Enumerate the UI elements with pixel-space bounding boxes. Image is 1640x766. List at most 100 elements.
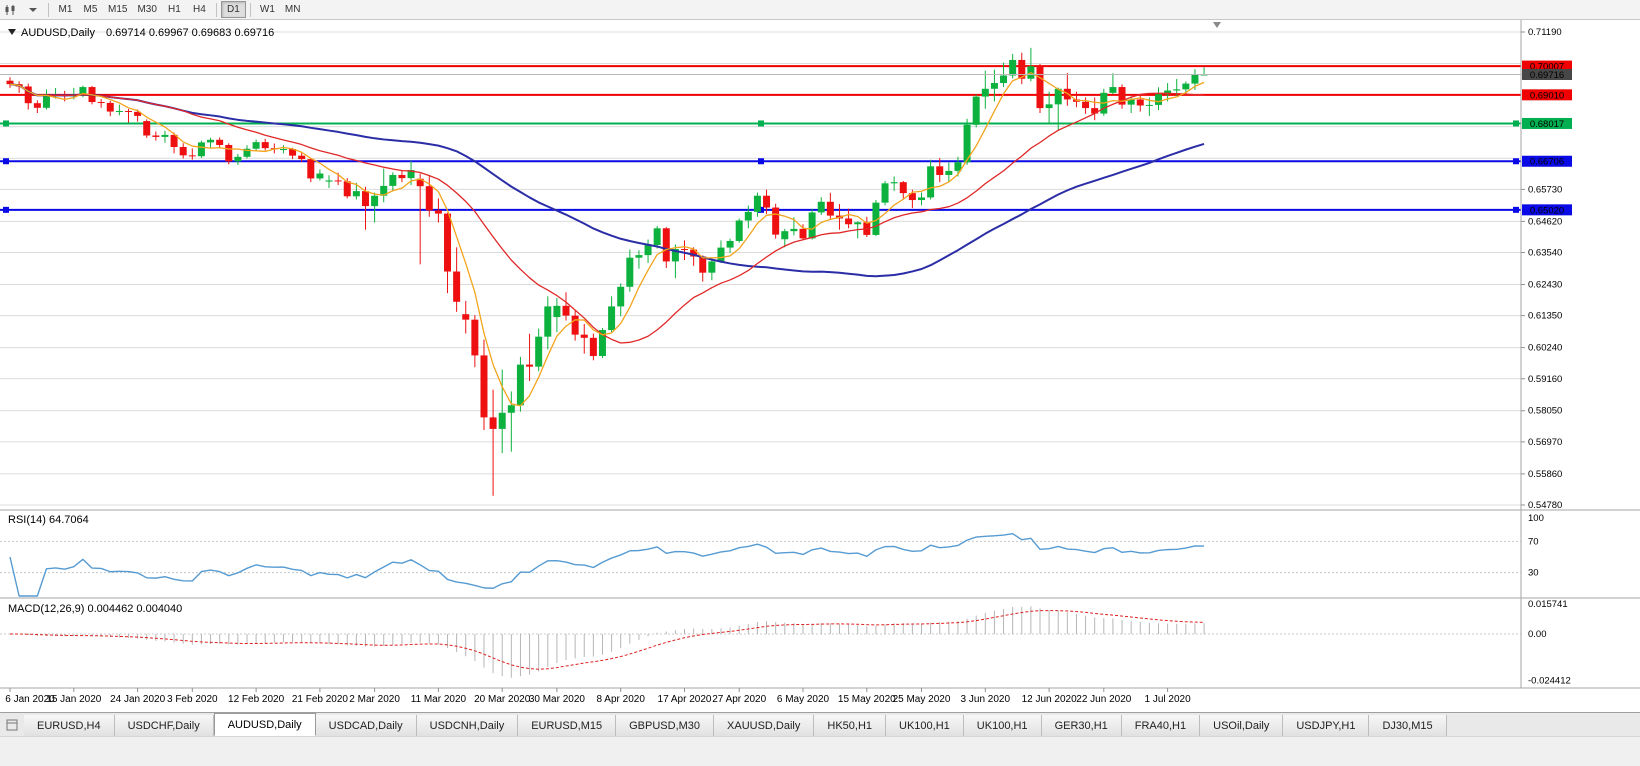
line-drag-handle[interactable] — [758, 120, 764, 127]
line-drag-handle[interactable] — [1513, 158, 1519, 165]
candle-body — [763, 195, 771, 208]
timeframe-button-mn[interactable]: MN — [284, 4, 301, 15]
timeframe-button-m30[interactable]: M30 — [137, 4, 157, 15]
candle-body — [444, 213, 452, 272]
price-axis-label: 0.60240 — [1528, 343, 1562, 354]
price-badge-value: 0.66706 — [1530, 157, 1564, 168]
candle-body — [690, 249, 698, 257]
date-axis-label[interactable]: 6 May 2020 — [777, 694, 830, 705]
candle-body — [781, 231, 789, 240]
chart-title: AUDUSD,Daily — [21, 27, 95, 39]
candle-body — [216, 139, 224, 145]
line-drag-handle[interactable] — [3, 158, 9, 165]
candle-body — [343, 181, 351, 197]
date-axis-label[interactable]: 25 May 2020 — [893, 694, 951, 705]
chart-tab-xauusd-daily[interactable]: XAUUSD,Daily — [714, 715, 815, 736]
chart-tab-uk100-h1[interactable]: UK100,H1 — [886, 715, 964, 736]
candle-body — [289, 149, 297, 156]
price-axis-label: 0.62430 — [1528, 279, 1562, 290]
candle-body — [489, 417, 497, 429]
chart-window-icon[interactable] — [0, 2, 22, 18]
chart-tab-gbpusd-m30[interactable]: GBPUSD,M30 — [616, 715, 715, 736]
chart-tab-dj30-m15[interactable]: DJ30,M15 — [1369, 715, 1447, 736]
timeframe-button-w1[interactable]: W1 — [259, 4, 275, 15]
timeframe-button-m1[interactable]: M1 — [58, 4, 73, 15]
ma-slow-line — [9, 83, 1205, 278]
chart-tab-eurusd-m15[interactable]: EURUSD,M15 — [518, 715, 617, 736]
chart-tab-usoil-daily[interactable]: USOil,Daily — [1200, 715, 1284, 736]
price-badge — [1522, 155, 1572, 167]
candle-body — [389, 174, 397, 186]
candle-body — [945, 170, 953, 175]
candle-body — [963, 124, 971, 163]
candle-body — [197, 142, 205, 157]
date-axis-label[interactable]: 8 Apr 2020 — [597, 694, 646, 705]
date-axis-label[interactable]: 15 Jan 2020 — [46, 694, 101, 705]
chart-tab-usdcnh-daily[interactable]: USDCNH,Daily — [416, 715, 519, 736]
date-axis-label[interactable]: 30 Mar 2020 — [529, 694, 586, 705]
date-axis-label[interactable]: 1 Jul 2020 — [1145, 694, 1192, 705]
chart-tab-uk100-h1[interactable]: UK100,H1 — [963, 715, 1042, 736]
line-drag-handle[interactable] — [3, 206, 9, 213]
date-axis-label[interactable]: 12 Jun 2020 — [1022, 694, 1077, 705]
candle-body — [990, 83, 998, 89]
candle-body — [927, 166, 935, 198]
candle-body — [334, 180, 342, 182]
candle-body — [772, 207, 780, 235]
date-axis-label[interactable]: 2 Mar 2020 — [349, 694, 400, 705]
price-badge-value: 0.69716 — [1530, 70, 1564, 81]
candle-body — [462, 314, 470, 320]
chart-tab-audusd-daily[interactable]: AUDUSD,Daily — [213, 713, 316, 736]
date-axis-label[interactable]: 24 Jan 2020 — [110, 694, 165, 705]
date-axis-label[interactable]: 20 Mar 2020 — [474, 694, 531, 705]
line-drag-handle[interactable] — [1513, 120, 1519, 127]
candle-body — [425, 186, 433, 211]
candle-body — [817, 201, 825, 213]
macd-axis-label: -0.024412 — [1528, 675, 1571, 686]
toolbar-separator — [249, 2, 251, 17]
candle-body — [480, 355, 488, 418]
line-drag-handle[interactable] — [1513, 206, 1519, 213]
window-list-icon[interactable] — [0, 714, 24, 736]
timeframe-button-h4[interactable]: H4 — [193, 4, 206, 15]
date-axis-label[interactable]: 6 Jan 2020 — [5, 694, 55, 705]
line-drag-handle[interactable] — [758, 206, 764, 213]
timeframe-button-d1[interactable]: D1 — [220, 1, 246, 18]
line-drag-handle[interactable] — [3, 120, 9, 127]
date-axis-label[interactable]: 22 Jun 2020 — [1076, 694, 1131, 705]
chart-tab-usdjpy-h1[interactable]: USDJPY,H1 — [1283, 715, 1370, 736]
date-axis-label[interactable]: 15 May 2020 — [838, 694, 896, 705]
date-axis-label[interactable]: 17 Apr 2020 — [658, 694, 712, 705]
timeframe-toolbar: M1 M5 M15 M30 H1 H4 D1 W1 MN — [0, 0, 1640, 20]
chart-tab-ger30-h1[interactable]: GER30,H1 — [1041, 715, 1122, 736]
chart-tab-eurusd-h4[interactable]: EURUSD,H4 — [24, 715, 115, 736]
candle-body — [544, 306, 552, 337]
date-axis-label[interactable]: 3 Jun 2020 — [961, 694, 1011, 705]
date-axis-label[interactable]: 11 Mar 2020 — [411, 694, 467, 705]
macd-axis-label: 0.00 — [1528, 629, 1547, 640]
chart-tab-usdcad-daily[interactable]: USDCAD,Daily — [315, 715, 417, 736]
timeframe-button-h1[interactable]: H1 — [168, 4, 181, 15]
date-axis-label[interactable]: 12 Feb 2020 — [228, 694, 285, 705]
candle-body — [307, 159, 315, 179]
candle-body — [434, 210, 442, 214]
line-drag-handle[interactable] — [758, 158, 764, 165]
chart-menu-caret-icon[interactable] — [8, 29, 16, 35]
candle-body — [1082, 101, 1090, 109]
date-axis-label[interactable]: 3 Feb 2020 — [167, 694, 218, 705]
chart-tab-usdchf-daily[interactable]: USDCHF,Daily — [114, 715, 214, 736]
chart-tab-hk50-h1[interactable]: HK50,H1 — [814, 715, 887, 736]
timeframes-dropdown-icon[interactable] — [22, 2, 44, 18]
timeframe-button-m15[interactable]: M15 — [108, 4, 128, 15]
candle-body — [1154, 94, 1162, 105]
date-axis-label[interactable]: 27 Apr 2020 — [712, 694, 766, 705]
date-axis-label[interactable]: 21 Feb 2020 — [292, 694, 349, 705]
candle-body — [535, 336, 543, 367]
price-axis-label: 0.65730 — [1528, 184, 1562, 195]
timeframe-button-m5[interactable]: M5 — [83, 4, 98, 15]
chart-canvas[interactable]: 0.71190 0.65730 0.64620 0.63540 0.62430 0.613… — [0, 20, 1640, 712]
candle-body — [143, 121, 151, 136]
price-scale-area[interactable] — [1521, 20, 1640, 688]
candle-body — [1127, 99, 1135, 105]
chart-tab-fra40-h1[interactable]: FRA40,H1 — [1121, 715, 1201, 736]
